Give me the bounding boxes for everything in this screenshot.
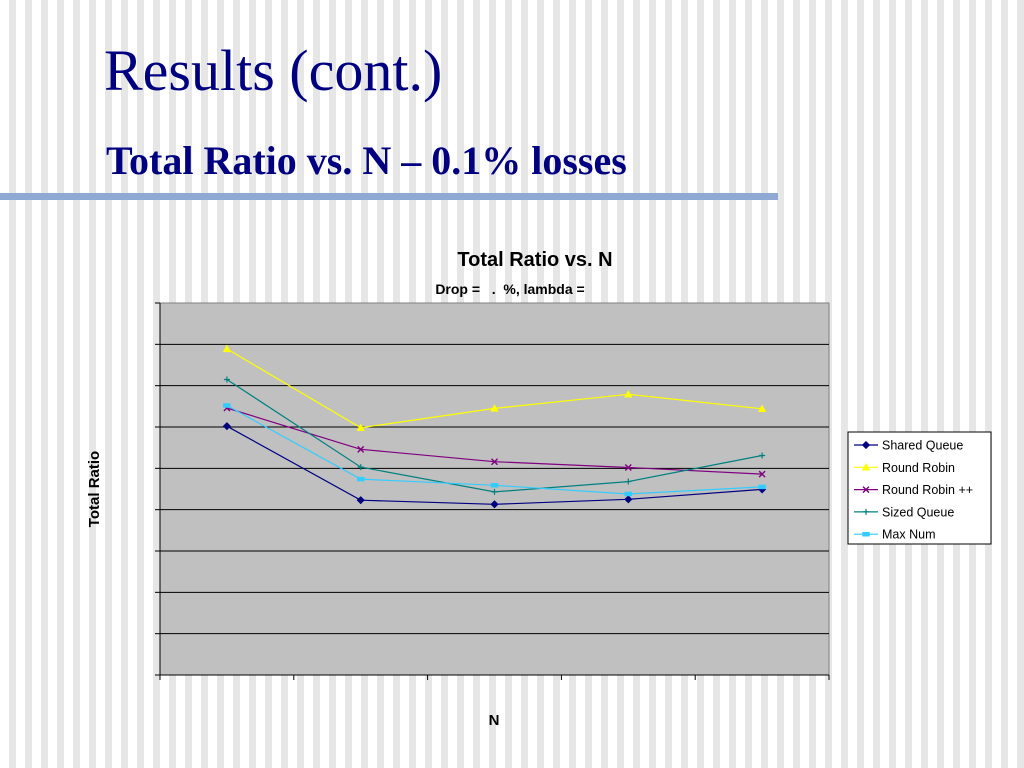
data-point <box>758 484 766 490</box>
chart-title: Total Ratio vs. N <box>457 249 612 271</box>
gridlines <box>160 343 829 635</box>
legend-marker-2 <box>862 486 870 494</box>
legend: Shared Queue Round Robin Round Robin ++ Siz… <box>847 431 992 545</box>
chart-subtitle: Drop = . %, lambda = <box>435 281 584 297</box>
title-divider <box>0 193 778 200</box>
data-point <box>757 404 767 413</box>
data-point <box>491 458 498 466</box>
slide-title: Results (cont.) <box>104 38 443 103</box>
data-point <box>624 464 632 472</box>
data-point <box>222 344 232 353</box>
data-point <box>624 491 633 497</box>
data-point <box>759 452 766 459</box>
legend-label-2: Round Robin ++ <box>882 483 973 497</box>
series-lines <box>222 344 767 509</box>
data-point <box>223 376 230 383</box>
data-point <box>357 464 364 471</box>
data-point <box>625 478 632 485</box>
slide-subtitle: Total Ratio vs. N – 0.1% losses <box>106 138 627 183</box>
data-point <box>357 445 365 453</box>
data-point <box>356 476 365 482</box>
data-point <box>223 403 231 408</box>
data-point <box>490 483 499 488</box>
data-point <box>490 404 499 412</box>
legend-label-0: Shared Queue <box>882 439 963 453</box>
y-axis-label: Total Ratio <box>86 451 103 527</box>
legend-label-4: Max Num <box>882 528 935 542</box>
data-point <box>758 470 766 478</box>
x-axis-label: N <box>489 712 500 729</box>
legend-box <box>847 431 992 545</box>
legend-label-3: Sized Queue <box>882 505 954 519</box>
data-point <box>356 496 365 505</box>
axis-ticks <box>155 302 830 680</box>
legend-marker-3 <box>863 508 869 515</box>
data-point <box>624 495 633 504</box>
data-point <box>356 423 365 432</box>
legend-marker-0 <box>861 440 871 450</box>
data-point <box>624 390 633 398</box>
data-point <box>491 488 498 495</box>
legend-marker-4 <box>862 531 870 537</box>
legend-marker-1 <box>861 462 871 471</box>
legend-label-1: Round Robin <box>882 461 955 475</box>
data-point <box>222 422 231 431</box>
data-point <box>490 500 499 509</box>
